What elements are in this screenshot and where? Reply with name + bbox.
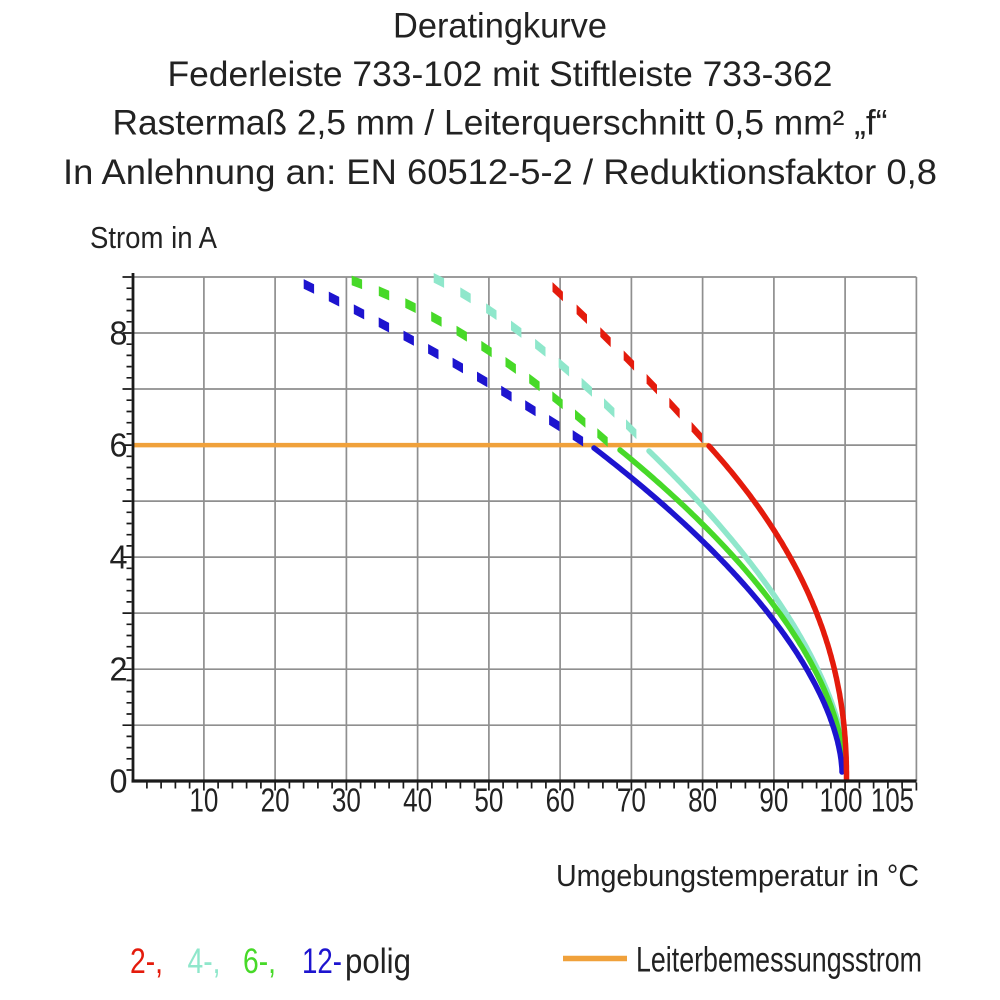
svg-text:4-,: 4-, [188, 942, 221, 981]
svg-text:105: 105 [871, 782, 914, 819]
svg-text:polig: polig [345, 942, 411, 981]
svg-text:Rastermaß 2,5 mm / Leiterquers: Rastermaß 2,5 mm / Leiterquerschnitt 0,5… [113, 104, 888, 143]
svg-text:Leiterbemessungsstrom: Leiterbemessungsstrom [636, 941, 922, 980]
svg-text:60: 60 [546, 782, 575, 819]
svg-text:2: 2 [110, 651, 128, 688]
svg-text:8: 8 [110, 315, 128, 352]
svg-text:10: 10 [189, 782, 218, 819]
svg-text:6-,: 6-, [243, 942, 276, 981]
svg-text:100: 100 [820, 782, 863, 819]
svg-text:Strom in A: Strom in A [90, 220, 217, 255]
svg-text:Deratingkurve: Deratingkurve [393, 7, 607, 46]
svg-text:2-,: 2-, [130, 942, 163, 981]
svg-text:80: 80 [688, 782, 717, 819]
svg-text:Federleiste 733-102 mit Stiftl: Federleiste 733-102 mit Stiftleiste 733-… [168, 55, 833, 94]
svg-text:6: 6 [110, 427, 128, 464]
svg-text:30: 30 [332, 782, 361, 819]
svg-text:Umgebungstemperatur in °C: Umgebungstemperatur in °C [556, 858, 919, 893]
svg-text:70: 70 [617, 782, 646, 819]
svg-text:90: 90 [759, 782, 788, 819]
svg-text:In Anlehnung an: EN 60512-5-2: In Anlehnung an: EN 60512-5-2 / Reduktio… [63, 153, 937, 192]
svg-text:4: 4 [110, 539, 128, 576]
svg-text:20: 20 [261, 782, 290, 819]
svg-text:12-: 12- [302, 942, 342, 981]
svg-text:0: 0 [110, 763, 128, 800]
svg-text:50: 50 [474, 782, 503, 819]
svg-text:40: 40 [403, 782, 432, 819]
